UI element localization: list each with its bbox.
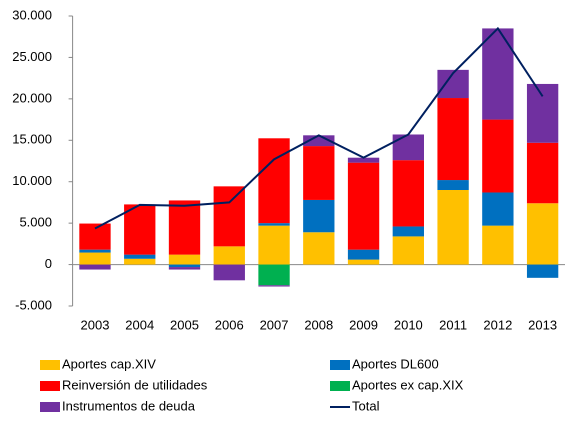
bar-segment — [168, 254, 201, 265]
x-tick-label: 2007 — [260, 317, 289, 332]
x-tick-label: 2013 — [528, 317, 557, 332]
y-tick-label: 10.000 — [12, 173, 52, 188]
legend-swatch — [40, 360, 60, 370]
legend-swatch — [40, 402, 60, 412]
legend-label: Total — [352, 398, 380, 413]
bar-segment — [258, 223, 290, 226]
bar-segment — [124, 254, 156, 259]
bar-segment — [124, 204, 156, 255]
bar-segment — [437, 98, 469, 181]
y-tick-label: -5.000 — [15, 297, 52, 312]
bar-segment — [258, 138, 290, 224]
bar-segment — [213, 264, 245, 281]
bar-segment — [124, 258, 156, 265]
bar-segment — [303, 199, 335, 233]
y-tick-label: 25.000 — [12, 49, 52, 64]
legend-swatch — [330, 360, 350, 370]
total-line — [94, 26, 544, 230]
x-tick-label: 2008 — [304, 317, 333, 332]
bar-segment — [526, 203, 559, 265]
bar-segment — [392, 236, 424, 265]
legend-label: Aportes ex cap.XIX — [352, 377, 464, 392]
bar-segment — [258, 264, 290, 286]
bar-segment — [347, 162, 380, 250]
legend-label: Aportes cap.XIV — [62, 356, 156, 371]
y-tick-label: 0 — [45, 256, 52, 271]
bar-segment — [437, 180, 469, 190]
bar-segment — [347, 249, 380, 260]
bar-segment — [482, 119, 514, 193]
legend-label: Aportes DL600 — [352, 356, 439, 371]
bar-segment — [437, 190, 469, 265]
y-tick-label: 5.000 — [19, 215, 52, 230]
bar-segment — [482, 28, 514, 120]
x-tick-label: 2011 — [439, 317, 467, 332]
bar-segment — [347, 157, 380, 163]
bar-segment — [347, 259, 380, 265]
x-tick-label: 2006 — [215, 317, 244, 332]
x-tick-label: 2009 — [349, 317, 378, 332]
bar-segment — [303, 135, 335, 147]
y-tick-label: 15.000 — [12, 132, 52, 147]
y-tick-label: 20.000 — [12, 90, 52, 105]
bar-segment — [258, 225, 290, 265]
bar-segment — [213, 246, 245, 265]
bar-segment — [392, 134, 424, 161]
x-tick-label: 2010 — [394, 317, 423, 332]
bar-segment — [482, 225, 514, 265]
bar-segment — [526, 83, 559, 143]
bar-segment — [168, 264, 201, 268]
legend-label: Instrumentos de deuda — [62, 398, 196, 413]
bar-segment — [482, 192, 514, 226]
y-tick-label: 30.000 — [12, 7, 52, 22]
bar-segment — [303, 232, 335, 265]
bar-segment — [258, 285, 290, 287]
legend-swatch — [40, 381, 60, 391]
bar-segment — [168, 267, 201, 270]
legend-swatch — [330, 381, 350, 391]
bar-segment — [392, 160, 424, 227]
bar-segment — [303, 146, 335, 200]
bar-segment — [79, 249, 111, 253]
bar-segment — [526, 142, 559, 204]
bar-segment — [392, 226, 424, 237]
x-tick-label: 2005 — [170, 317, 199, 332]
bar-segment — [168, 200, 201, 255]
x-tick-label: 2003 — [81, 317, 110, 332]
bar-segment — [526, 264, 559, 278]
bar-segment — [213, 186, 245, 247]
x-tick-label: 2004 — [125, 317, 154, 332]
bar-segment — [79, 264, 111, 270]
bar-segment — [79, 252, 111, 265]
legend-label: Reinversión de utilidades — [62, 377, 208, 392]
x-tick-label: 2012 — [483, 317, 512, 332]
